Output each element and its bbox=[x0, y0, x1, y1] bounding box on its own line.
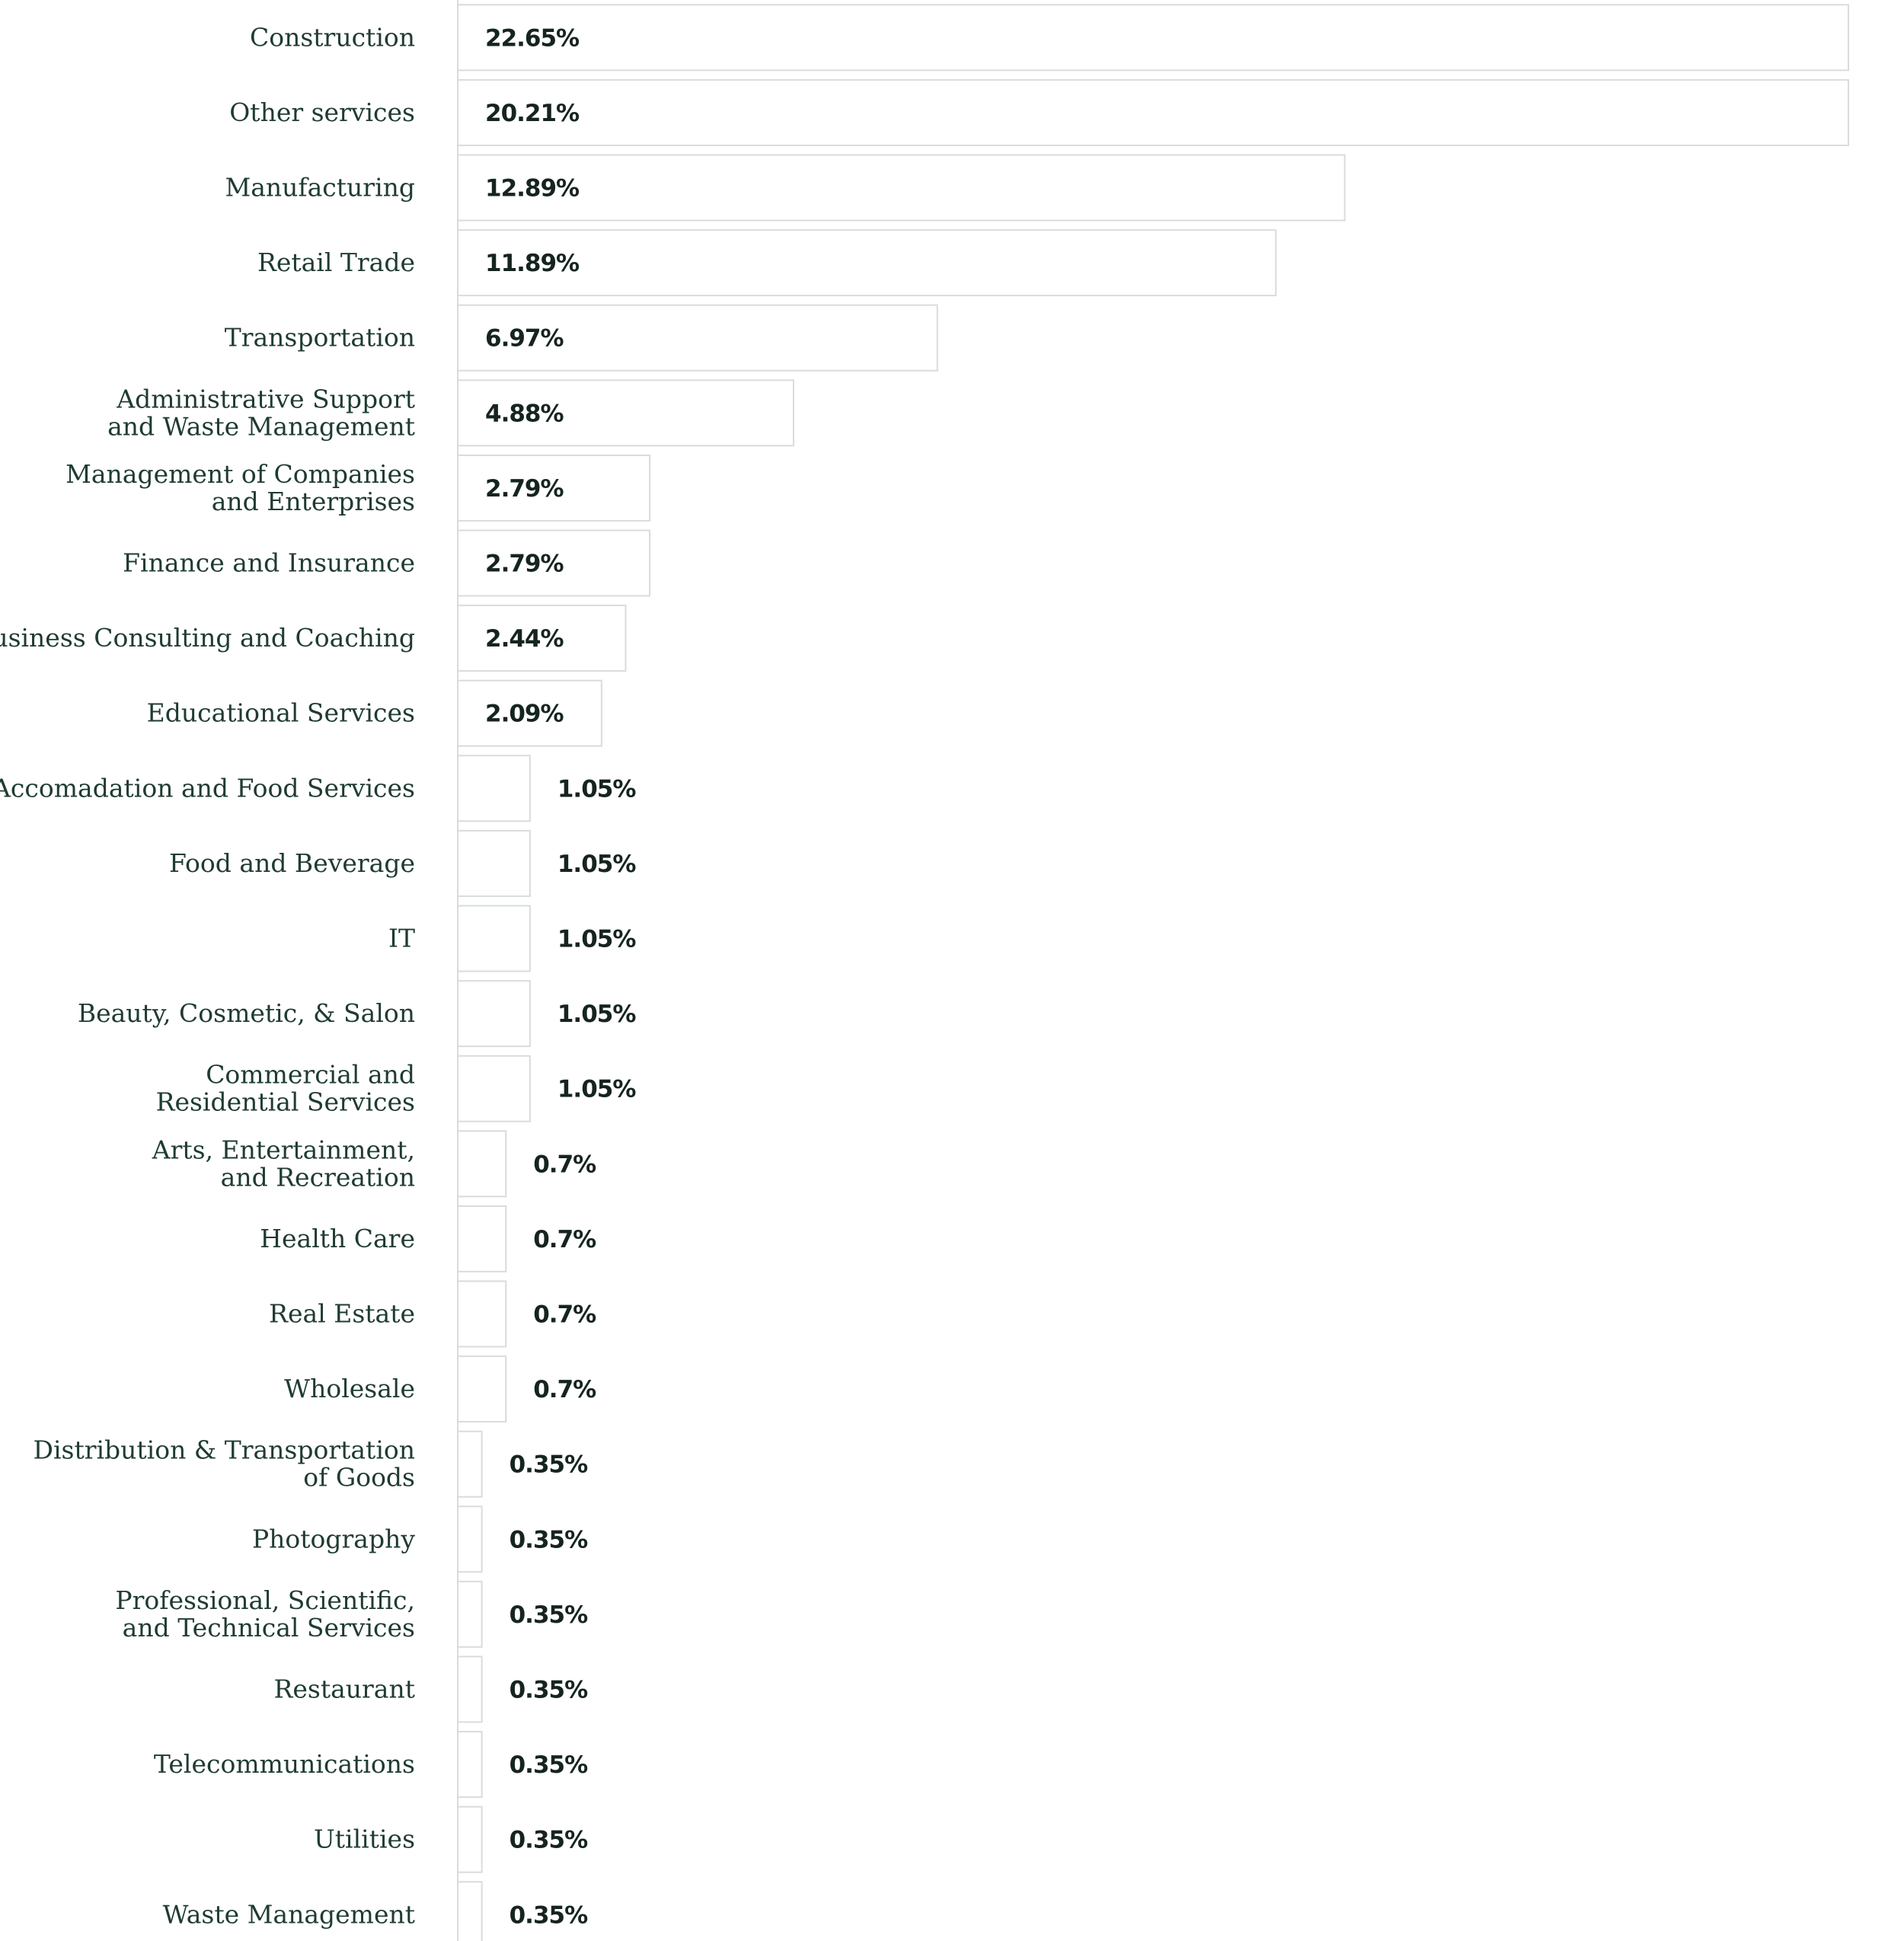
value-label: 1.05% bbox=[557, 851, 636, 878]
category-label: Finance and Insurance bbox=[123, 548, 415, 578]
bar bbox=[457, 905, 531, 972]
value-label: 0.35% bbox=[510, 1901, 588, 1929]
category-label: Educational Services bbox=[147, 698, 415, 728]
value-label: 2.79% bbox=[485, 475, 564, 503]
value-label: 0.7% bbox=[533, 1151, 596, 1178]
category-label: Real Estate bbox=[269, 1299, 415, 1329]
value-label: 0.7% bbox=[533, 1301, 596, 1329]
category-label: Beauty, Cosmetic, & Salon bbox=[78, 998, 415, 1028]
value-label: 20.21% bbox=[485, 100, 580, 127]
value-label: 22.65% bbox=[485, 24, 580, 52]
bar bbox=[457, 78, 1849, 146]
bar bbox=[457, 1055, 531, 1122]
value-label: 6.97% bbox=[485, 325, 564, 353]
category-label: Retail Trade bbox=[257, 247, 415, 277]
bar bbox=[457, 1205, 507, 1272]
value-label: 2.79% bbox=[485, 551, 564, 578]
category-label: Wholesale bbox=[284, 1374, 415, 1403]
category-label: Other services bbox=[229, 97, 415, 127]
value-label: 0.7% bbox=[533, 1226, 596, 1253]
bar bbox=[457, 1805, 483, 1873]
category-label: Accomadation and Food Services bbox=[0, 773, 415, 803]
category-label: Utilities bbox=[314, 1824, 415, 1854]
bar bbox=[457, 1731, 483, 1799]
bar bbox=[457, 679, 602, 747]
value-label: 0.35% bbox=[510, 1601, 588, 1629]
bar bbox=[457, 529, 651, 597]
bar bbox=[457, 4, 1849, 72]
value-label: 0.35% bbox=[510, 1451, 588, 1479]
category-label: Construction bbox=[250, 22, 415, 52]
category-labels-layer: Construction Other services Manufacturing R… bbox=[0, 22, 415, 1929]
category-label: Professional, Scientific, and Technical S… bbox=[115, 1585, 415, 1643]
category-label: Distribution & Transportation of Goods bbox=[34, 1435, 416, 1492]
bar bbox=[457, 379, 794, 447]
bar bbox=[457, 454, 651, 522]
bar bbox=[457, 1355, 507, 1423]
category-label: Photography bbox=[252, 1524, 415, 1553]
bar bbox=[457, 1280, 507, 1348]
bar bbox=[457, 1130, 507, 1198]
bar bbox=[457, 1505, 483, 1573]
bar bbox=[457, 755, 531, 822]
category-label: Arts, Entertainment, and Recreation bbox=[152, 1135, 415, 1192]
value-label: 4.88% bbox=[485, 400, 564, 427]
bar bbox=[457, 229, 1277, 297]
category-label: Management of Companies and Enterprises bbox=[65, 459, 415, 516]
bar bbox=[457, 1881, 483, 1941]
category-label: Transportation bbox=[225, 323, 415, 353]
category-label: Waste Management bbox=[163, 1899, 415, 1929]
value-label: 0.35% bbox=[510, 1751, 588, 1779]
category-label: Food and Beverage bbox=[169, 848, 415, 878]
value-label: 11.89% bbox=[485, 250, 580, 277]
value-label: 1.05% bbox=[557, 1076, 636, 1103]
value-label: 2.09% bbox=[485, 701, 564, 728]
value-label: 0.7% bbox=[533, 1376, 596, 1403]
value-label: 1.05% bbox=[557, 1001, 636, 1028]
bar bbox=[457, 605, 627, 672]
bars-layer bbox=[457, 0, 1849, 1941]
category-label: Health Care bbox=[260, 1224, 415, 1253]
bar bbox=[457, 1655, 483, 1723]
bar bbox=[457, 1580, 483, 1648]
bar bbox=[457, 980, 531, 1048]
category-label: Commercial and Residential Services bbox=[156, 1060, 415, 1117]
value-label: 12.89% bbox=[485, 175, 580, 203]
value-label: 1.05% bbox=[557, 775, 636, 803]
value-label: 0.35% bbox=[510, 1526, 588, 1553]
value-label: 2.44% bbox=[485, 625, 564, 653]
bar bbox=[457, 304, 938, 372]
category-label: Restaurant bbox=[274, 1674, 415, 1704]
category-label: Telecommunications bbox=[154, 1749, 415, 1779]
category-label: Business Consulting and Coaching bbox=[0, 623, 415, 653]
bar bbox=[457, 829, 531, 897]
category-label: Manufacturing bbox=[225, 173, 415, 203]
bar bbox=[457, 154, 1346, 222]
bar bbox=[457, 1430, 483, 1498]
value-label: 0.35% bbox=[510, 1677, 588, 1704]
value-labels-layer: 22.65% 20.21% 12.89% 11.89% 6.97% 4.88% 2.79% 2… bbox=[485, 24, 637, 1929]
value-label: 1.05% bbox=[557, 926, 636, 953]
category-label: Administrative Support and Waste Manageme… bbox=[107, 384, 415, 441]
value-label: 0.35% bbox=[510, 1827, 588, 1854]
category-label: IT bbox=[388, 924, 415, 953]
